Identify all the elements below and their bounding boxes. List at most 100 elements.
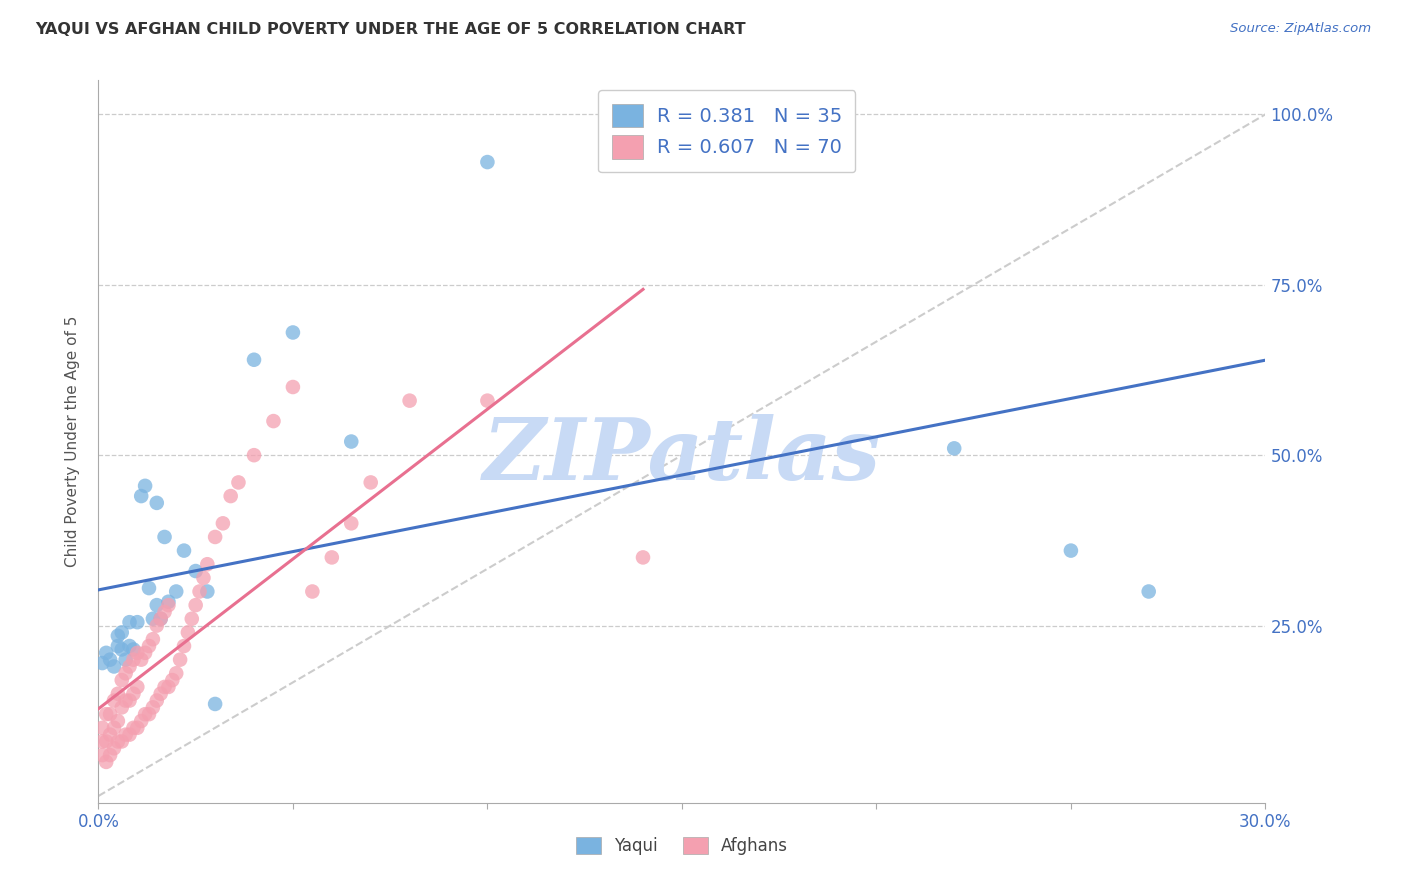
- Point: [184, 598, 207, 612]
- Point: [173, 639, 195, 653]
- Point: [103, 659, 125, 673]
- Point: [103, 741, 125, 756]
- Point: [177, 625, 200, 640]
- Point: [114, 728, 136, 742]
- Point: [153, 605, 176, 619]
- Point: [98, 728, 121, 742]
- Point: [219, 489, 242, 503]
- Point: [165, 666, 187, 681]
- Point: [162, 673, 184, 687]
- Point: [111, 734, 134, 748]
- Point: [96, 707, 118, 722]
- Point: [118, 693, 141, 707]
- Point: [107, 639, 129, 653]
- Point: [157, 598, 180, 612]
- Point: [153, 680, 176, 694]
- Point: [360, 475, 382, 490]
- Point: [127, 721, 149, 735]
- Point: [321, 550, 343, 565]
- Point: [146, 598, 169, 612]
- Point: [118, 615, 141, 630]
- Point: [146, 618, 169, 632]
- Point: [111, 673, 134, 687]
- Point: [118, 728, 141, 742]
- Point: [114, 666, 136, 681]
- Point: [134, 646, 156, 660]
- Point: [671, 155, 693, 169]
- Point: [107, 687, 129, 701]
- Point: [477, 155, 499, 169]
- Point: [107, 714, 129, 728]
- Point: [195, 558, 218, 572]
- Point: [193, 571, 215, 585]
- Point: [173, 543, 195, 558]
- Point: [134, 479, 156, 493]
- Point: [114, 653, 136, 667]
- Point: [146, 496, 169, 510]
- Point: [398, 393, 420, 408]
- Point: [149, 687, 172, 701]
- Point: [91, 721, 114, 735]
- Text: YAQUI VS AFGHAN CHILD POVERTY UNDER THE AGE OF 5 CORRELATION CHART: YAQUI VS AFGHAN CHILD POVERTY UNDER THE …: [35, 22, 745, 37]
- Y-axis label: Child Poverty Under the Age of 5: Child Poverty Under the Age of 5: [65, 316, 80, 567]
- Point: [127, 615, 149, 630]
- Point: [129, 653, 152, 667]
- Point: [340, 516, 363, 531]
- Point: [98, 748, 121, 763]
- Point: [943, 442, 966, 456]
- Text: ZIPatlas: ZIPatlas: [482, 414, 882, 498]
- Point: [204, 697, 226, 711]
- Point: [103, 721, 125, 735]
- Point: [127, 680, 149, 694]
- Point: [111, 642, 134, 657]
- Point: [169, 653, 191, 667]
- Point: [91, 734, 114, 748]
- Point: [127, 646, 149, 660]
- Point: [118, 639, 141, 653]
- Point: [142, 700, 165, 714]
- Point: [1060, 543, 1083, 558]
- Point: [153, 530, 176, 544]
- Point: [228, 475, 250, 490]
- Point: [107, 629, 129, 643]
- Point: [149, 612, 172, 626]
- Point: [96, 646, 118, 660]
- Point: [118, 659, 141, 673]
- Point: [96, 755, 118, 769]
- Point: [631, 550, 654, 565]
- Point: [184, 564, 207, 578]
- Point: [122, 721, 145, 735]
- Point: [114, 693, 136, 707]
- Point: [138, 707, 160, 722]
- Point: [107, 734, 129, 748]
- Point: [1137, 584, 1160, 599]
- Point: [98, 653, 121, 667]
- Point: [165, 584, 187, 599]
- Point: [142, 612, 165, 626]
- Point: [301, 584, 323, 599]
- Point: [157, 680, 180, 694]
- Point: [195, 584, 218, 599]
- Point: [91, 748, 114, 763]
- Point: [91, 656, 114, 670]
- Point: [262, 414, 284, 428]
- Point: [142, 632, 165, 647]
- Point: [103, 693, 125, 707]
- Point: [96, 734, 118, 748]
- Point: [122, 642, 145, 657]
- Point: [149, 612, 172, 626]
- Point: [243, 352, 266, 367]
- Point: [146, 693, 169, 707]
- Point: [122, 687, 145, 701]
- Point: [111, 625, 134, 640]
- Point: [134, 707, 156, 722]
- Point: [340, 434, 363, 449]
- Point: [129, 489, 152, 503]
- Point: [243, 448, 266, 462]
- Point: [180, 612, 202, 626]
- Point: [111, 700, 134, 714]
- Point: [212, 516, 235, 531]
- Point: [122, 653, 145, 667]
- Point: [281, 380, 304, 394]
- Point: [204, 530, 226, 544]
